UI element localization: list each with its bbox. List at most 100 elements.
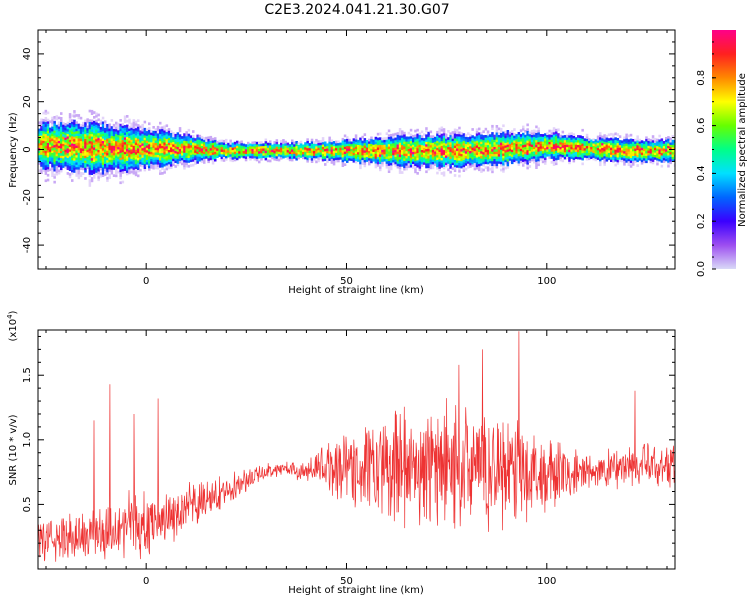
spectrogram-cell [343, 151, 347, 154]
spectrogram-cell [412, 144, 415, 148]
spectrogram-cell [159, 141, 162, 144]
spectrogram-cell [475, 147, 479, 151]
spectrogram-cell [456, 157, 459, 161]
spectrogram-cell [106, 172, 109, 175]
spectrogram-cell [387, 139, 391, 142]
spectrogram-cell [662, 160, 666, 163]
spectrogram-cell [273, 148, 276, 151]
spectrogram-cell [456, 143, 459, 147]
spectrogram-cell [458, 126, 461, 130]
spectrogram-cell [203, 158, 206, 162]
spectrogram-cell [104, 170, 107, 174]
spectrogram-cell [585, 145, 589, 149]
spectrogram-cell [552, 136, 556, 140]
spectrogram-cell [528, 155, 532, 159]
spectrogram-cell [64, 156, 67, 160]
spectrogram-cell [471, 161, 474, 165]
spectrogram-cell [110, 135, 114, 139]
spectrogram-cell [425, 148, 428, 152]
spectrogram-cell [335, 140, 338, 144]
spectrogram-cell [269, 147, 272, 151]
spectrogram-cell [42, 145, 45, 148]
spectrogram-cell [341, 149, 345, 153]
spectrogram-cell [671, 135, 675, 138]
spectrogram-cell [88, 184, 92, 187]
spectrogram-cell [500, 132, 503, 136]
spectrogram-cell [524, 158, 527, 162]
spectrogram-cell [60, 138, 63, 142]
spectrogram-cell [44, 155, 48, 159]
spectrogram-cell [174, 136, 177, 139]
spectrogram-cell [396, 144, 400, 147]
spectrogram-cell [88, 179, 92, 182]
spectrogram-cell [130, 129, 133, 133]
spectrogram-cell [425, 141, 428, 145]
spectrogram-cell [326, 155, 329, 159]
spectrogram-cell [161, 140, 164, 144]
spectrogram-cell [370, 153, 373, 156]
spectrogram-cell [480, 146, 483, 149]
spectrogram-cell [607, 147, 611, 151]
spectrogram-cell [317, 145, 320, 148]
spectrogram-cell [68, 113, 72, 116]
spectrogram-cell [163, 163, 166, 167]
spectrogram-cell [163, 147, 166, 150]
spectrogram-cell [449, 144, 452, 148]
spectrogram-cell [528, 145, 532, 149]
spectrogram-cell [438, 149, 441, 152]
spectrogram-cell [508, 153, 512, 156]
spectrogram-cell [75, 145, 78, 148]
spectrogram-cell [407, 151, 411, 154]
spectrogram-cell [656, 148, 659, 151]
spectrogram-cell [636, 159, 639, 163]
spectrogram-cell [660, 155, 664, 158]
spectrogram-cell [570, 134, 573, 138]
spectrogram-cell [629, 141, 633, 144]
spectrogram-cell [588, 140, 591, 144]
spectrogram-cell [363, 159, 367, 163]
spectrogram-cell [88, 167, 92, 170]
spectrogram-cell [581, 143, 584, 146]
spectrogram-cell [205, 148, 208, 152]
spectrogram-cell [570, 141, 573, 145]
spectrogram-cell [196, 146, 199, 150]
spectrogram-cell [170, 130, 173, 133]
spectrogram-cell [585, 157, 589, 161]
spectrogram-cell [55, 170, 59, 174]
spectrogram-cell [220, 151, 224, 155]
spectrogram-cell [647, 147, 650, 151]
spectrogram-cell [203, 156, 206, 159]
spectrogram-cell [42, 157, 45, 160]
spectrogram-cell [291, 153, 294, 157]
spectrogram-cell [436, 150, 439, 153]
spectrogram-cell [95, 138, 98, 142]
spectrogram-cell [121, 127, 125, 131]
spectrogram-cell [104, 142, 107, 145]
spectrogram-cell [128, 128, 131, 131]
spectrogram-cell [187, 157, 191, 161]
spectrogram-cell [416, 162, 419, 166]
spectrogram-cell [645, 148, 648, 152]
spectrogram-cell [541, 136, 545, 140]
spectrogram-cell [227, 150, 230, 153]
spectrogram-cell [522, 142, 525, 146]
spectrogram-cell [198, 149, 202, 152]
spectrogram-cell [458, 133, 461, 137]
spectrogram-cell [352, 143, 356, 146]
spectrogram-cell [227, 147, 230, 151]
spectrogram-cell [247, 151, 250, 155]
spectrogram-cell [396, 134, 400, 138]
spectrogram-cell [321, 156, 325, 159]
spectrogram-cell [77, 145, 81, 148]
spectrogram-cell [522, 159, 525, 162]
spectrogram-cell [577, 149, 580, 153]
spectrogram-cell [108, 176, 111, 179]
spectrogram-cell [385, 144, 389, 147]
spectrogram-cell [57, 157, 61, 161]
spectrogram-cell [192, 139, 195, 143]
spectrogram-cell [658, 151, 661, 155]
spectrogram-cell [497, 141, 501, 145]
spectrogram-cell [97, 166, 100, 170]
spectrogram-cell [559, 149, 562, 152]
spectrogram-cell [189, 142, 193, 146]
